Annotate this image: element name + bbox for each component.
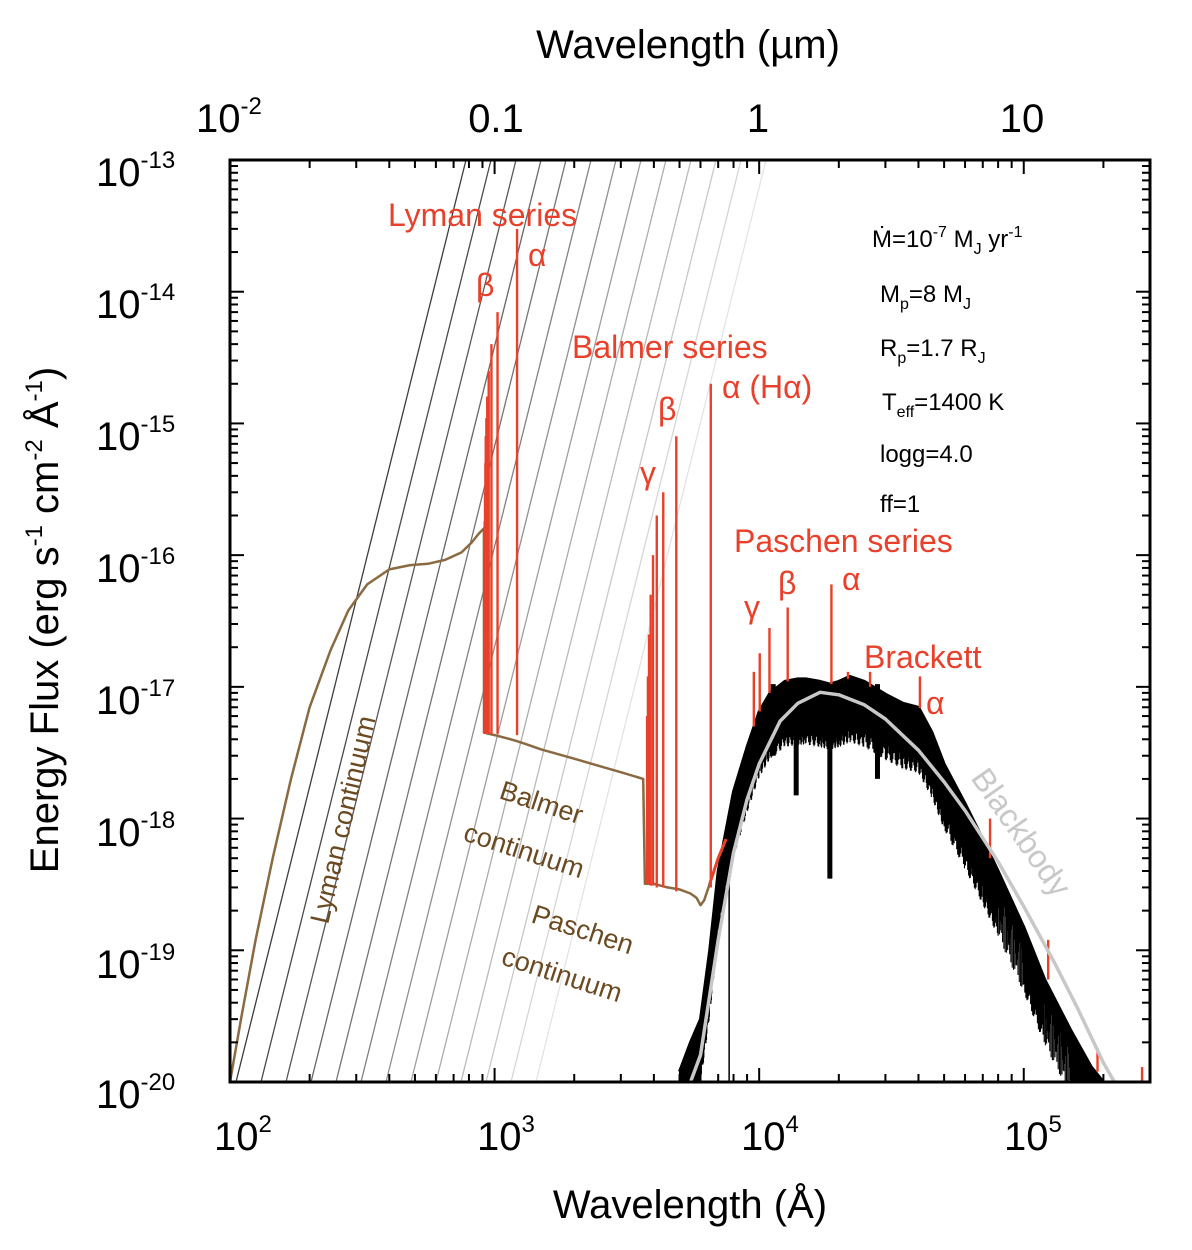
y-tick-label: 10-18	[96, 807, 175, 855]
balmer-continuum-label-1: Balmer	[496, 775, 587, 830]
param-mp: Mp=8 MJ	[880, 281, 971, 313]
continuum-line	[230, 527, 711, 1082]
continuum-labels: Lyman continuum Balmer continuum Paschen…	[305, 713, 1079, 1008]
photosphere-spectrum	[678, 674, 1106, 1082]
y-axis-title: Energy Flux (erg s-1 cm-2 Å-1)	[21, 367, 67, 873]
blackbody-line	[688, 690, 1116, 1082]
balmer-alpha-label: α (Hα)	[722, 369, 812, 405]
photosphere-absorption	[678, 676, 1104, 1082]
x-tick-labels: 102 103 104 105	[214, 1111, 1062, 1159]
y-tick-label: 10-17	[96, 675, 175, 723]
balmer-series-label: Balmer series	[572, 329, 768, 365]
param-rp: Rp=1.7 RJ	[880, 335, 986, 367]
y-tick-label: 10-19	[96, 939, 175, 987]
x-tick-label: 104	[741, 1111, 799, 1159]
y-tick-label: 10-13	[96, 147, 175, 195]
guide-line	[310, 160, 542, 1082]
continuum-spectrum	[230, 527, 711, 1082]
y-tick-label: 10-14	[96, 279, 175, 327]
param-logg: logg=4.0	[880, 441, 973, 468]
guide-line	[335, 160, 567, 1082]
param-teff: Teff=1400 K	[882, 389, 1004, 421]
x-axis-title: Wavelength (Å)	[553, 1182, 827, 1227]
brackett-series-label: Brackett	[864, 639, 981, 675]
lyman-series-label: Lyman series	[388, 197, 577, 233]
guide-line	[460, 160, 692, 1082]
lyman-continuum-label: Lyman continuum	[305, 713, 382, 926]
x-tick-label: 103	[477, 1111, 535, 1159]
x-tick-label: 102	[214, 1111, 272, 1159]
y-tick-label: 10-20	[96, 1069, 175, 1117]
guide-line	[410, 160, 642, 1082]
guide-line	[360, 160, 592, 1082]
brackett-alpha-label: α	[926, 685, 945, 721]
paschen-gamma-label: γ	[744, 589, 760, 625]
param-mdot: Ṁ=10-7 MJ yr-1	[872, 224, 1023, 258]
parameter-block: Ṁ=10-7 MJ yr-1 Mp=8 MJ Rp=1.7 RJ Teff=14…	[872, 224, 1023, 518]
guide-line	[485, 160, 717, 1082]
lyman-beta-label: β	[476, 267, 494, 303]
axis-ticks	[229, 160, 1151, 1083]
series-labels: Lyman series α β Balmer series α (Hα) β …	[388, 197, 981, 721]
guide-line	[510, 160, 742, 1082]
guide-line	[385, 160, 617, 1082]
paschen-alpha-label: α	[842, 561, 861, 597]
paschen-series-label: Paschen series	[734, 523, 953, 559]
y-tick-label: 10-16	[96, 543, 175, 591]
balmer-gamma-label: γ	[640, 455, 656, 491]
y-tick-label: 10-15	[96, 411, 175, 459]
red-continuum	[708, 838, 728, 885]
x2-tick-label: 10-2	[196, 93, 262, 141]
x2-tick-label: 1	[747, 97, 769, 141]
y-tick-labels: 10-13 10-14 10-15 10-16 10-17 10-18 10-1…	[96, 147, 175, 1117]
lyman-alpha-label: α	[528, 237, 547, 273]
balmer-beta-label: β	[658, 391, 676, 427]
blackbody-guide-lines	[235, 160, 767, 1082]
x-tick-label: 105	[1004, 1111, 1062, 1159]
guide-line	[235, 160, 467, 1082]
plot-frame	[228, 158, 1152, 1084]
x2-axis-title: Wavelength (µm)	[536, 23, 840, 67]
blackbody-curve	[688, 690, 1116, 1082]
x2-tick-labels: 10-2 0.1 1 10	[196, 93, 1044, 141]
param-ff: ff=1	[880, 491, 920, 518]
emission-lines	[483, 228, 1144, 1082]
paschen-beta-label: β	[778, 565, 796, 601]
x2-tick-label: 0.1	[468, 97, 524, 141]
guide-line	[260, 160, 492, 1082]
paschen-continuum-label-1: Paschen	[528, 899, 637, 960]
x2-tick-label: 10	[1000, 97, 1045, 141]
guide-line	[285, 160, 517, 1082]
guide-line	[435, 160, 667, 1082]
